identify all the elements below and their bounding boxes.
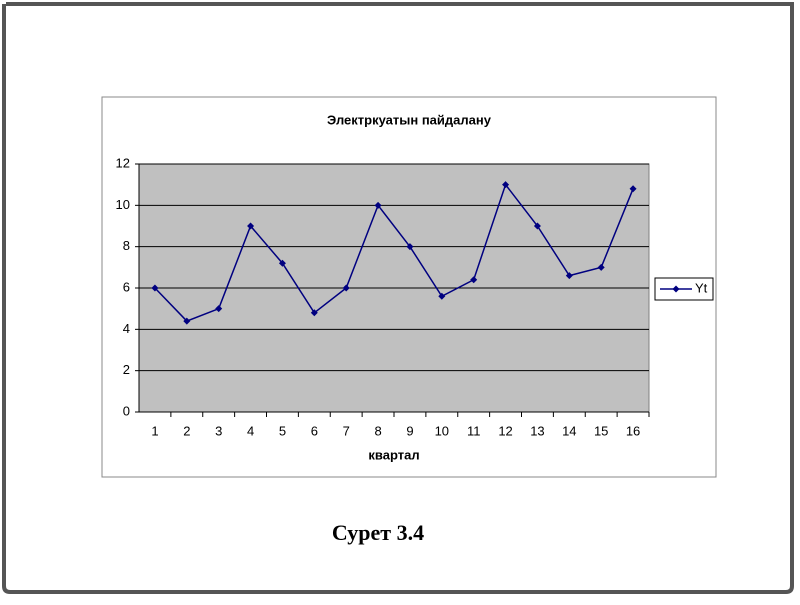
data-point: [502, 181, 510, 189]
data-point: [215, 305, 223, 313]
data-point: [310, 309, 318, 317]
x-tick-label: 10: [435, 423, 449, 438]
data-point: [597, 263, 605, 271]
x-tick-label: 3: [215, 423, 222, 438]
data-point: [629, 185, 637, 193]
x-tick-label: 12: [498, 423, 512, 438]
y-tick-label: 8: [123, 238, 130, 253]
data-point: [247, 222, 255, 230]
x-tick-label: 14: [562, 423, 576, 438]
x-tick-label: 13: [530, 423, 544, 438]
x-tick-label: 16: [626, 423, 640, 438]
x-tick-label: 15: [594, 423, 608, 438]
y-tick-label: 0: [123, 403, 130, 418]
y-tick-label: 4: [123, 321, 130, 336]
data-point: [406, 243, 414, 251]
caption: Сурет 3.4: [332, 520, 424, 545]
y-tick-label: 2: [123, 362, 130, 377]
x-tick-label: 2: [183, 423, 190, 438]
x-tick-label: 4: [247, 423, 254, 438]
legend-label: Yt: [695, 280, 708, 295]
data-point: [183, 317, 191, 325]
data-point: [151, 284, 159, 292]
data-point: [470, 276, 478, 284]
x-tick-label: 8: [374, 423, 381, 438]
chart-title: Электркуатын пайдалану: [327, 112, 492, 127]
x-tick-label: 6: [311, 423, 318, 438]
x-axis-label: квартал: [368, 447, 419, 462]
x-tick-label: 5: [279, 423, 286, 438]
x-tick-label: 11: [467, 423, 481, 438]
x-tick-label: 9: [406, 423, 413, 438]
slide-frame: [2, 2, 794, 594]
y-tick-label: 10: [116, 197, 130, 212]
series-line: [154, 183, 634, 322]
y-tick-label: 6: [123, 279, 130, 294]
x-tick-label: 7: [343, 423, 350, 438]
data-point: [374, 201, 382, 209]
data-point: [438, 292, 446, 300]
data-point: [533, 222, 541, 230]
data-point: [565, 272, 573, 280]
y-tick-label: 12: [116, 155, 130, 170]
data-point: [278, 259, 286, 267]
data-point: [342, 284, 350, 292]
legend-marker: [672, 285, 680, 293]
x-tick-label: 1: [151, 423, 158, 438]
